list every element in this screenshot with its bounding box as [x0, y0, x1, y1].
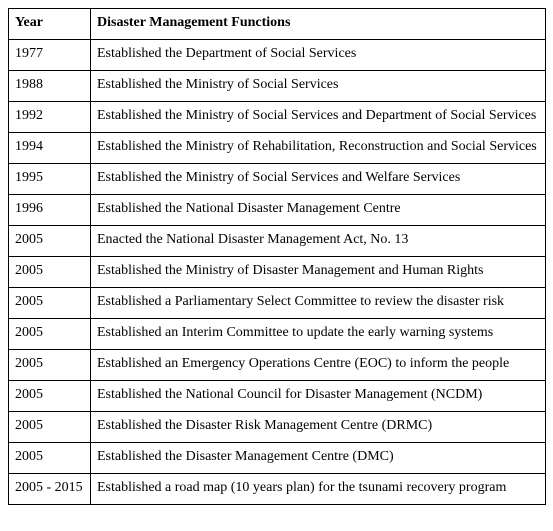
cell-function: Established the Ministry of Disaster Man… [91, 257, 546, 288]
cell-year: 2005 [9, 288, 91, 319]
cell-function: Established an Interim Committee to upda… [91, 319, 546, 350]
table-row: 2005 Established a Parliamentary Select … [9, 288, 546, 319]
table-header-row: Year Disaster Management Functions [9, 9, 546, 40]
cell-year: 1994 [9, 133, 91, 164]
table-row: 1988 Established the Ministry of Social … [9, 71, 546, 102]
cell-year: 2005 [9, 226, 91, 257]
header-functions: Disaster Management Functions [91, 9, 546, 40]
table-row: 2005 Enacted the National Disaster Manag… [9, 226, 546, 257]
cell-function: Established the Ministry of Social Servi… [91, 164, 546, 195]
cell-function: Established the Ministry of Social Servi… [91, 71, 546, 102]
table-row: 2005 Established the National Council fo… [9, 381, 546, 412]
cell-year: 1992 [9, 102, 91, 133]
cell-function: Established the National Disaster Manage… [91, 195, 546, 226]
cell-function: Established a Parliamentary Select Commi… [91, 288, 546, 319]
cell-year: 1996 [9, 195, 91, 226]
cell-function: Established an Emergency Operations Cent… [91, 350, 546, 381]
table-row: 1977 Established the Department of Socia… [9, 40, 546, 71]
header-year: Year [9, 9, 91, 40]
table-row: 2005 Established the Disaster Risk Manag… [9, 412, 546, 443]
cell-year: 1988 [9, 71, 91, 102]
table-row: 1994 Established the Ministry of Rehabil… [9, 133, 546, 164]
cell-function: Established the Disaster Risk Management… [91, 412, 546, 443]
table-row: 2005 - 2015 Established a road map (10 y… [9, 474, 546, 505]
cell-year: 2005 [9, 443, 91, 474]
cell-function: Enacted the National Disaster Management… [91, 226, 546, 257]
cell-year: 2005 [9, 257, 91, 288]
cell-year: 1977 [9, 40, 91, 71]
disaster-management-table: Year Disaster Management Functions 1977 … [8, 8, 546, 505]
cell-function: Established the Ministry of Rehabilitati… [91, 133, 546, 164]
cell-year: 2005 [9, 412, 91, 443]
table-row: 1996 Established the National Disaster M… [9, 195, 546, 226]
cell-function: Established a road map (10 years plan) f… [91, 474, 546, 505]
cell-year: 1995 [9, 164, 91, 195]
cell-function: Established the Department of Social Ser… [91, 40, 546, 71]
table-row: 2005 Established an Interim Committee to… [9, 319, 546, 350]
table-row: 1995 Established the Ministry of Social … [9, 164, 546, 195]
cell-year: 2005 - 2015 [9, 474, 91, 505]
table-row: 2005 Established an Emergency Operations… [9, 350, 546, 381]
cell-year: 2005 [9, 350, 91, 381]
cell-year: 2005 [9, 319, 91, 350]
cell-function: Established the Disaster Management Cent… [91, 443, 546, 474]
cell-function: Established the Ministry of Social Servi… [91, 102, 546, 133]
table-row: 2005 Established the Ministry of Disaste… [9, 257, 546, 288]
cell-function: Established the National Council for Dis… [91, 381, 546, 412]
table-row: 2005 Established the Disaster Management… [9, 443, 546, 474]
table-row: 1992 Established the Ministry of Social … [9, 102, 546, 133]
cell-year: 2005 [9, 381, 91, 412]
